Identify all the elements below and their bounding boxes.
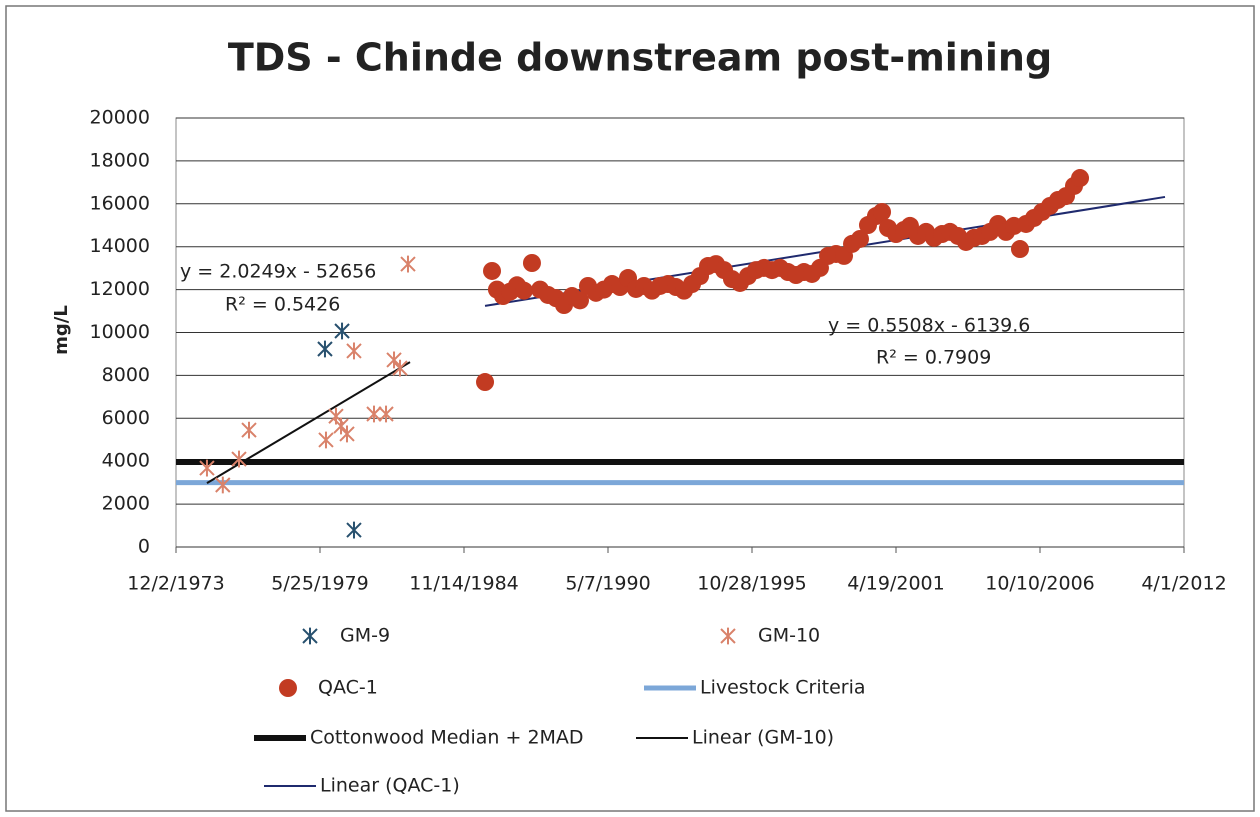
legend-item: Linear (GM-10) — [636, 727, 834, 749]
legend-label: Linear (QAC-1) — [320, 775, 460, 797]
legend-label: Linear (GM-10) — [692, 727, 834, 749]
data-point — [392, 359, 408, 377]
data-point — [231, 450, 247, 468]
chart-title: TDS - Chinde downstream post-mining — [228, 36, 1052, 80]
data-point — [1071, 169, 1090, 188]
data-point — [302, 627, 318, 645]
x-tick-label: 10/28/1995 — [697, 573, 807, 595]
y-tick-label: 4000 — [102, 450, 150, 472]
annotation: y = 0.5508x - 6139.6 — [828, 315, 1030, 337]
data-point — [522, 254, 541, 273]
legend-label: Cottonwood Median + 2MAD — [310, 727, 584, 749]
legend-label: GM-10 — [758, 625, 820, 647]
data-point — [333, 417, 349, 435]
x-tick-label: 12/2/1973 — [127, 573, 224, 595]
legend-item: GM-9 — [302, 625, 390, 647]
data-point — [279, 679, 297, 697]
legend-label: Livestock Criteria — [700, 677, 866, 699]
data-point — [851, 229, 869, 248]
x-tick-label: 5/25/1979 — [271, 573, 368, 595]
data-point — [366, 405, 382, 423]
annotation: R² = 0.5426 — [225, 294, 340, 316]
y-tick-label: 12000 — [90, 278, 150, 300]
legend-label: GM-9 — [340, 625, 390, 647]
data-point — [386, 351, 402, 369]
y-tick-label: 14000 — [90, 235, 150, 257]
y-axis-label: mg/L — [51, 305, 72, 355]
x-tick-label: 4/19/2001 — [847, 573, 944, 595]
legend-item: Linear (QAC-1) — [264, 775, 460, 797]
data-point — [514, 281, 533, 300]
data-point — [873, 202, 892, 221]
x-tick-label: 10/10/2006 — [985, 573, 1095, 595]
annotation: R² = 0.7909 — [876, 347, 991, 369]
data-point — [720, 627, 736, 645]
data-point — [317, 340, 333, 358]
legend-item: Livestock Criteria — [644, 677, 866, 699]
data-point — [483, 261, 502, 280]
data-point — [241, 421, 257, 439]
x-tick-label: 4/1/2012 — [1141, 573, 1226, 595]
data-point — [334, 322, 350, 340]
y-tick-label: 8000 — [102, 364, 150, 386]
legend-item: GM-10 — [720, 625, 820, 647]
data-point — [1010, 240, 1029, 259]
data-point — [215, 476, 231, 494]
legend-item: Cottonwood Median + 2MAD — [254, 727, 584, 749]
data-point — [318, 431, 334, 449]
data-point — [570, 291, 589, 310]
y-tick-label: 10000 — [90, 321, 150, 343]
data-point — [378, 405, 394, 423]
data-point — [476, 373, 495, 392]
y-tick-label: 18000 — [90, 149, 150, 171]
y-tick-label: 16000 — [90, 192, 150, 214]
annotation: y = 2.0249x - 52656 — [180, 261, 376, 283]
trend-line — [206, 361, 411, 484]
data-point — [400, 255, 416, 273]
chart-frame — [5, 5, 1255, 812]
legend-label: QAC-1 — [318, 677, 378, 699]
data-point — [199, 459, 215, 477]
y-tick-label: 6000 — [102, 407, 150, 429]
y-tick-label: 0 — [138, 536, 150, 558]
y-tick-label: 2000 — [102, 493, 150, 515]
y-tick-label: 20000 — [90, 107, 150, 129]
x-tick-label: 11/14/1984 — [409, 573, 519, 595]
x-tick-label: 5/7/1990 — [565, 573, 650, 595]
data-point — [346, 521, 362, 539]
data-point — [346, 342, 362, 360]
data-point — [339, 425, 355, 443]
legend-item: QAC-1 — [279, 677, 378, 699]
